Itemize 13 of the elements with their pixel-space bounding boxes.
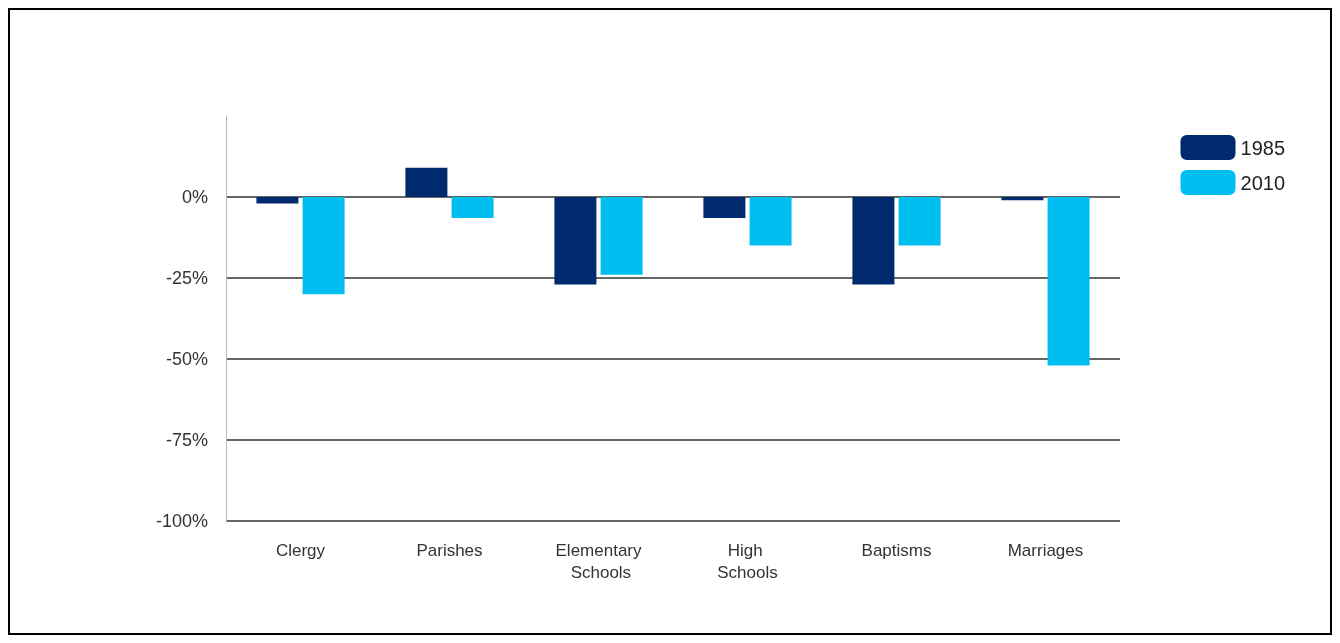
y-tick-label: 0% bbox=[181, 187, 208, 207]
x-tick-label: Clergy bbox=[275, 540, 326, 560]
x-tick-label: High Schools bbox=[717, 540, 778, 582]
legend-label: 1985 bbox=[1240, 136, 1286, 159]
y-tick-label: -25% bbox=[165, 268, 208, 288]
y-tick-label: -100% bbox=[155, 511, 208, 531]
x-tick-label: Parishes bbox=[416, 540, 483, 560]
y-tick-label: -50% bbox=[165, 349, 208, 369]
legend-label: 2010 bbox=[1240, 171, 1286, 194]
y-tick-label: -75% bbox=[165, 430, 208, 450]
x-tick-label: Marriages bbox=[1007, 540, 1084, 560]
x-tick-label: Baptisms bbox=[861, 540, 932, 560]
x-tick-label: Elementary Schools bbox=[555, 540, 642, 582]
